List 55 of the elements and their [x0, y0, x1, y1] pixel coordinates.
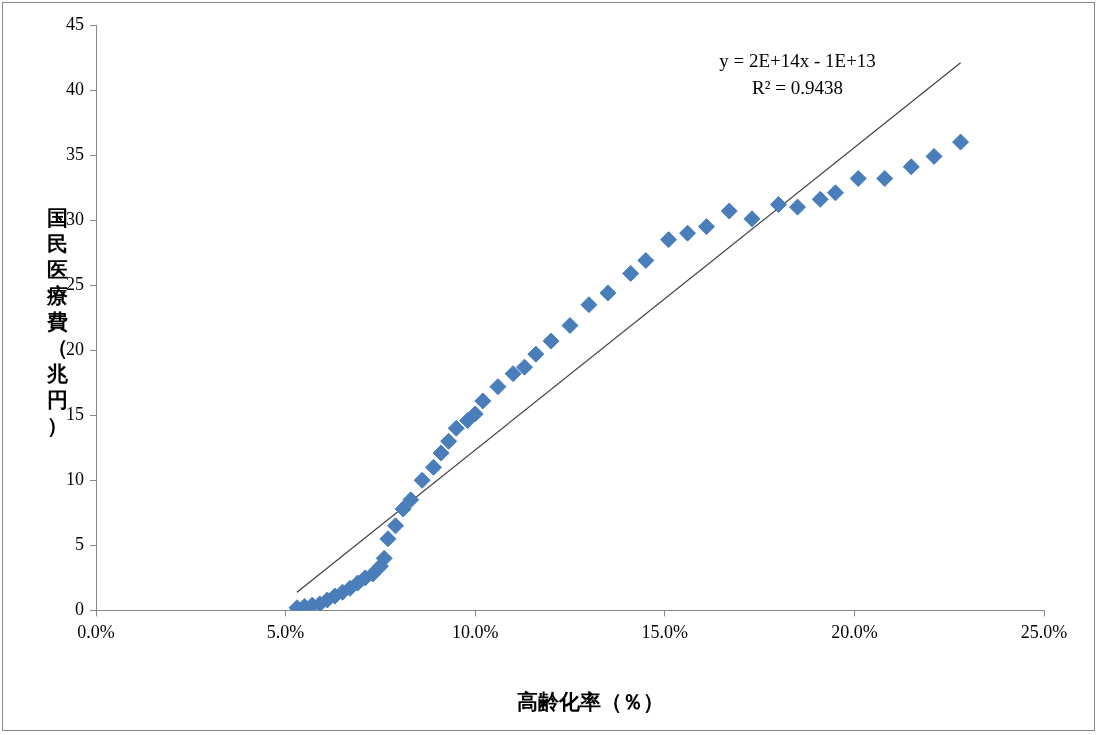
point	[876, 170, 894, 188]
point	[447, 419, 465, 437]
y-tick-label: 5	[75, 534, 84, 555]
point	[542, 332, 560, 350]
point	[637, 251, 655, 269]
point	[580, 296, 598, 314]
x-tick-label: 20.0%	[831, 621, 878, 642]
y-tick-label: 45	[66, 13, 84, 34]
y-tick-label: 40	[66, 78, 84, 99]
point	[440, 432, 458, 450]
point	[489, 378, 507, 396]
point	[379, 530, 397, 548]
point	[375, 549, 393, 567]
point	[622, 264, 640, 282]
x-tick-label: 10.0%	[451, 621, 499, 642]
point	[925, 147, 943, 165]
annotation: R² = 0.9438	[752, 76, 843, 98]
point	[432, 444, 450, 462]
point	[902, 158, 920, 176]
point	[660, 231, 678, 249]
x-tick-label: 25.0%	[1020, 621, 1068, 642]
x-tick-label: 0.0%	[77, 621, 115, 642]
y-tick-label: 30	[66, 208, 84, 229]
point	[387, 517, 405, 535]
point	[402, 491, 420, 509]
point	[394, 500, 412, 518]
annotation: y = 2E+14x - 1E+13	[719, 49, 876, 71]
y-tick-label: 15	[66, 404, 84, 424]
point	[466, 405, 484, 423]
point	[743, 210, 761, 228]
point	[849, 170, 867, 188]
point	[424, 458, 442, 476]
point	[789, 198, 807, 216]
point	[516, 358, 533, 376]
point	[679, 224, 697, 242]
point	[413, 471, 431, 489]
point	[599, 284, 617, 302]
x-axis-title: 高齢化率（％）	[515, 689, 665, 716]
y-tick-label: 10	[66, 469, 84, 490]
y-tick-label: 0	[75, 599, 84, 620]
x-tick-label: 15.0%	[641, 621, 689, 642]
point	[698, 218, 716, 236]
point	[952, 133, 970, 151]
y-tick-label: 35	[66, 143, 84, 164]
point	[770, 196, 788, 214]
point	[527, 345, 545, 363]
point	[561, 317, 579, 335]
x-tick-label: 5.0%	[266, 621, 305, 642]
point	[811, 190, 829, 208]
y-tick-label: 20	[66, 338, 84, 359]
point	[826, 184, 844, 202]
y-tick-label: 25	[66, 273, 84, 294]
point	[474, 392, 492, 410]
point	[504, 365, 522, 383]
point	[720, 202, 738, 220]
